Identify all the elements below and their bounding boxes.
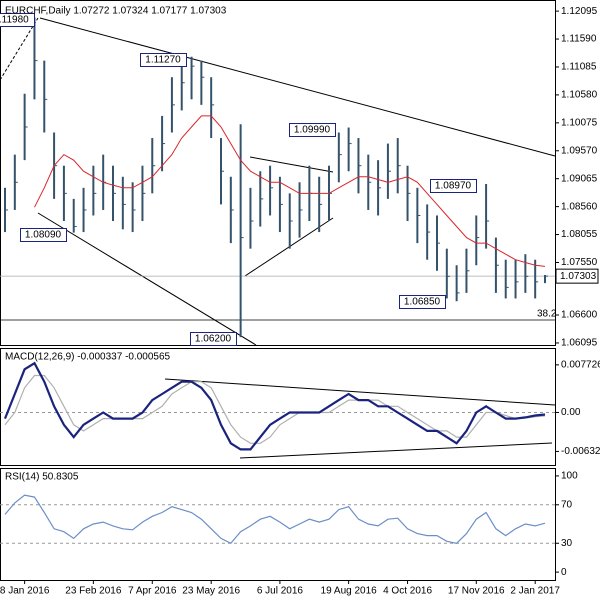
trendline bbox=[0, 17, 39, 81]
y-tick-label: 1.09570 bbox=[561, 145, 598, 156]
y-tick-label: 1.10075 bbox=[561, 117, 598, 128]
y-tick-label: 100 bbox=[561, 471, 578, 482]
x-tick-label: 17 Nov 2016 bbox=[448, 586, 505, 597]
y-tick-label: 1.06600 bbox=[561, 310, 598, 321]
y-tick-label: 1.08560 bbox=[561, 201, 598, 212]
last-price-box bbox=[555, 268, 599, 284]
annotation: 1.08090 bbox=[25, 230, 62, 241]
annotation-box bbox=[0, 13, 35, 27]
macd-frame bbox=[0, 348, 556, 466]
annotation-box bbox=[399, 295, 446, 309]
x-tick-label: 2 Jan 2017 bbox=[510, 586, 560, 597]
x-tick-label: 23 May 2016 bbox=[182, 586, 240, 597]
series-line bbox=[4, 494, 546, 545]
trendline bbox=[249, 156, 334, 173]
chart-title: EURCHF,Daily 1.07272 1.07324 1.07177 1.0… bbox=[5, 6, 227, 17]
y-tick-label: 1.06095 bbox=[561, 338, 598, 349]
annotation: 1.06850 bbox=[404, 297, 441, 308]
x-tick-label: 7 Apr 2016 bbox=[128, 586, 177, 597]
trendline bbox=[37, 212, 257, 346]
rsi-frame bbox=[0, 468, 556, 581]
moving-average bbox=[34, 115, 546, 267]
annotation: 1.11270 bbox=[145, 55, 181, 66]
y-tick-label: 70 bbox=[561, 499, 573, 510]
rsi-title: RSI(14) 50.8305 bbox=[5, 472, 79, 483]
annotation-box bbox=[20, 228, 67, 242]
plot-background bbox=[0, 0, 555, 580]
annotation: 1.06200 bbox=[195, 334, 232, 345]
y-tick-label: 1.09065 bbox=[561, 173, 598, 184]
y-tick-label: -0.006327 bbox=[561, 446, 600, 457]
annotation: 1.08970 bbox=[435, 181, 472, 192]
trendlines bbox=[0, 17, 556, 459]
x-tick-label: 23 Feb 2016 bbox=[65, 586, 122, 597]
x-tick-label: 19 Aug 2016 bbox=[321, 586, 378, 597]
y-tick-label: 1.11590 bbox=[561, 34, 597, 45]
series-line bbox=[3, 361, 546, 451]
annotation-box bbox=[430, 179, 477, 193]
x-tick-label: 8 Jan 2016 bbox=[0, 586, 50, 597]
macd-title: MACD(12,26,9) -0.000337 -0.000565 bbox=[5, 352, 171, 363]
y-tick-label: 0 bbox=[561, 567, 567, 578]
annotation: 1.11980 bbox=[0, 15, 29, 26]
last-price-label: 1.07303 bbox=[560, 271, 597, 282]
trendline bbox=[39, 17, 556, 157]
annotation-box bbox=[289, 123, 336, 137]
annotation: 1.09990 bbox=[294, 125, 331, 136]
y-tick-label: 1.10580 bbox=[561, 90, 598, 101]
macd-trendline bbox=[239, 442, 553, 459]
y-tick-label: 1.12095 bbox=[561, 6, 598, 17]
y-tick-label: 1.07550 bbox=[561, 257, 598, 268]
panel-frames bbox=[0, 0, 556, 581]
annotation: 38.2 bbox=[537, 309, 557, 320]
y-tick-label: 0.00 bbox=[561, 407, 581, 418]
y-tick-label: 30 bbox=[561, 538, 573, 549]
price-frame bbox=[0, 0, 556, 346]
y-tick-label: 0.007726 bbox=[561, 359, 600, 370]
series-line bbox=[4, 374, 546, 444]
annotation-box bbox=[140, 53, 187, 67]
x-tick-label: 4 Oct 2016 bbox=[383, 586, 432, 597]
annotation-box bbox=[190, 332, 237, 346]
macd-trendline bbox=[164, 378, 556, 406]
y-tick-label: 1.08055 bbox=[561, 229, 598, 240]
y-tick-label: 1.11085 bbox=[561, 62, 597, 73]
x-tick-label: 6 Jul 2016 bbox=[257, 586, 304, 597]
